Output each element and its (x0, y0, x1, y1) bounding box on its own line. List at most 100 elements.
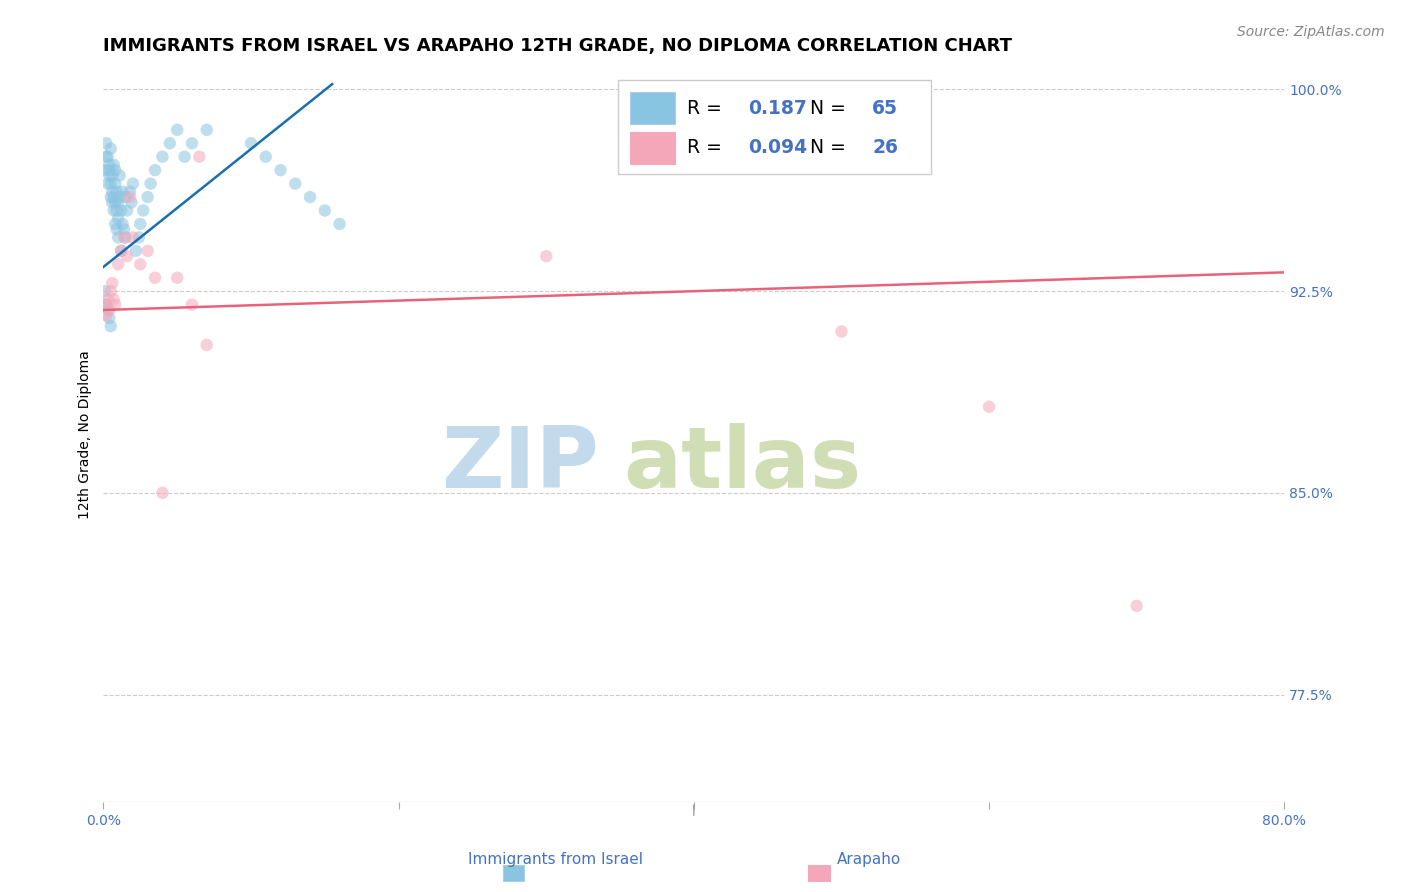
Point (112, 222, 135, 236)
Text: 26: 26 (872, 138, 898, 158)
Point (830, 325, 852, 339)
Point (101, 169, 124, 183)
Point (129, 257, 152, 271)
Point (195, 338, 218, 352)
Point (254, 150, 277, 164)
Point (97, 303, 120, 318)
Point (101, 195, 124, 210)
Point (115, 203, 138, 218)
Point (104, 217, 127, 231)
Text: 65: 65 (872, 99, 898, 118)
Point (111, 217, 134, 231)
Point (284, 177, 307, 191)
Point (152, 150, 174, 164)
Text: N =: N = (797, 138, 852, 158)
Text: R =: R = (686, 138, 728, 158)
Point (100, 177, 122, 191)
Point (132, 203, 155, 218)
Point (100, 284, 122, 298)
Point (112, 230, 135, 244)
Point (139, 177, 162, 191)
Point (110, 244, 132, 258)
Text: 0.187: 0.187 (748, 99, 807, 118)
Text: ZIP: ZIP (441, 423, 599, 506)
Point (534, 249, 557, 263)
Point (98, 303, 121, 318)
Point (103, 203, 125, 218)
Point (240, 136, 263, 151)
Point (94, 284, 117, 298)
Point (270, 163, 292, 178)
Point (98, 158, 121, 172)
Point (118, 190, 141, 204)
Point (122, 230, 145, 244)
Point (103, 158, 125, 172)
Point (97, 177, 120, 191)
Point (125, 244, 148, 258)
Text: N =: N = (797, 99, 852, 118)
Point (136, 244, 159, 258)
Point (104, 163, 127, 178)
Point (94, 298, 117, 312)
Point (181, 298, 204, 312)
Point (152, 486, 174, 500)
Point (98, 169, 121, 183)
Point (114, 190, 136, 204)
Text: 0.094: 0.094 (748, 138, 807, 158)
Point (181, 136, 204, 151)
Text: atlas: atlas (623, 423, 862, 506)
Point (100, 319, 122, 334)
Point (111, 185, 134, 199)
Text: Arapaho: Arapaho (837, 852, 901, 867)
FancyBboxPatch shape (630, 92, 675, 125)
Text: Immigrants from Israel: Immigrants from Israel (468, 852, 643, 867)
Point (120, 195, 142, 210)
Point (107, 257, 129, 271)
Point (105, 203, 128, 218)
Point (166, 123, 188, 137)
Point (159, 136, 181, 151)
Point (108, 169, 131, 183)
Point (143, 270, 166, 285)
Point (114, 230, 136, 244)
Point (97, 150, 120, 164)
FancyBboxPatch shape (630, 132, 675, 164)
Text: Source: ZipAtlas.com: Source: ZipAtlas.com (1237, 25, 1385, 39)
Point (110, 203, 132, 218)
Point (329, 217, 352, 231)
Point (107, 195, 129, 210)
Point (101, 185, 124, 199)
Point (122, 177, 145, 191)
Point (107, 211, 129, 226)
Point (100, 142, 122, 156)
Point (96, 150, 118, 164)
Point (104, 298, 127, 312)
Point (103, 190, 125, 204)
Point (103, 292, 125, 306)
Point (188, 150, 211, 164)
Point (105, 222, 128, 236)
Point (129, 217, 152, 231)
Text: IMMIGRANTS FROM ISRAEL VS ARAPAHO 12TH GRADE, NO DIPLOMA CORRELATION CHART: IMMIGRANTS FROM ISRAEL VS ARAPAHO 12TH G… (104, 37, 1012, 55)
Point (108, 190, 131, 204)
Point (195, 123, 218, 137)
Point (101, 276, 124, 290)
Point (94, 163, 117, 178)
Point (98, 311, 121, 326)
Y-axis label: 12th Grade, No Diploma: 12th Grade, No Diploma (79, 351, 93, 519)
Point (299, 190, 322, 204)
Point (107, 230, 129, 244)
Point (143, 163, 166, 178)
Point (977, 400, 1000, 414)
Point (105, 185, 128, 199)
Point (110, 244, 132, 258)
Point (96, 298, 118, 312)
Point (104, 177, 127, 191)
Point (96, 309, 118, 323)
FancyBboxPatch shape (619, 80, 931, 175)
Point (1125, 599, 1147, 613)
Point (100, 190, 122, 204)
Point (96, 136, 118, 151)
Point (166, 270, 188, 285)
Point (104, 195, 127, 210)
